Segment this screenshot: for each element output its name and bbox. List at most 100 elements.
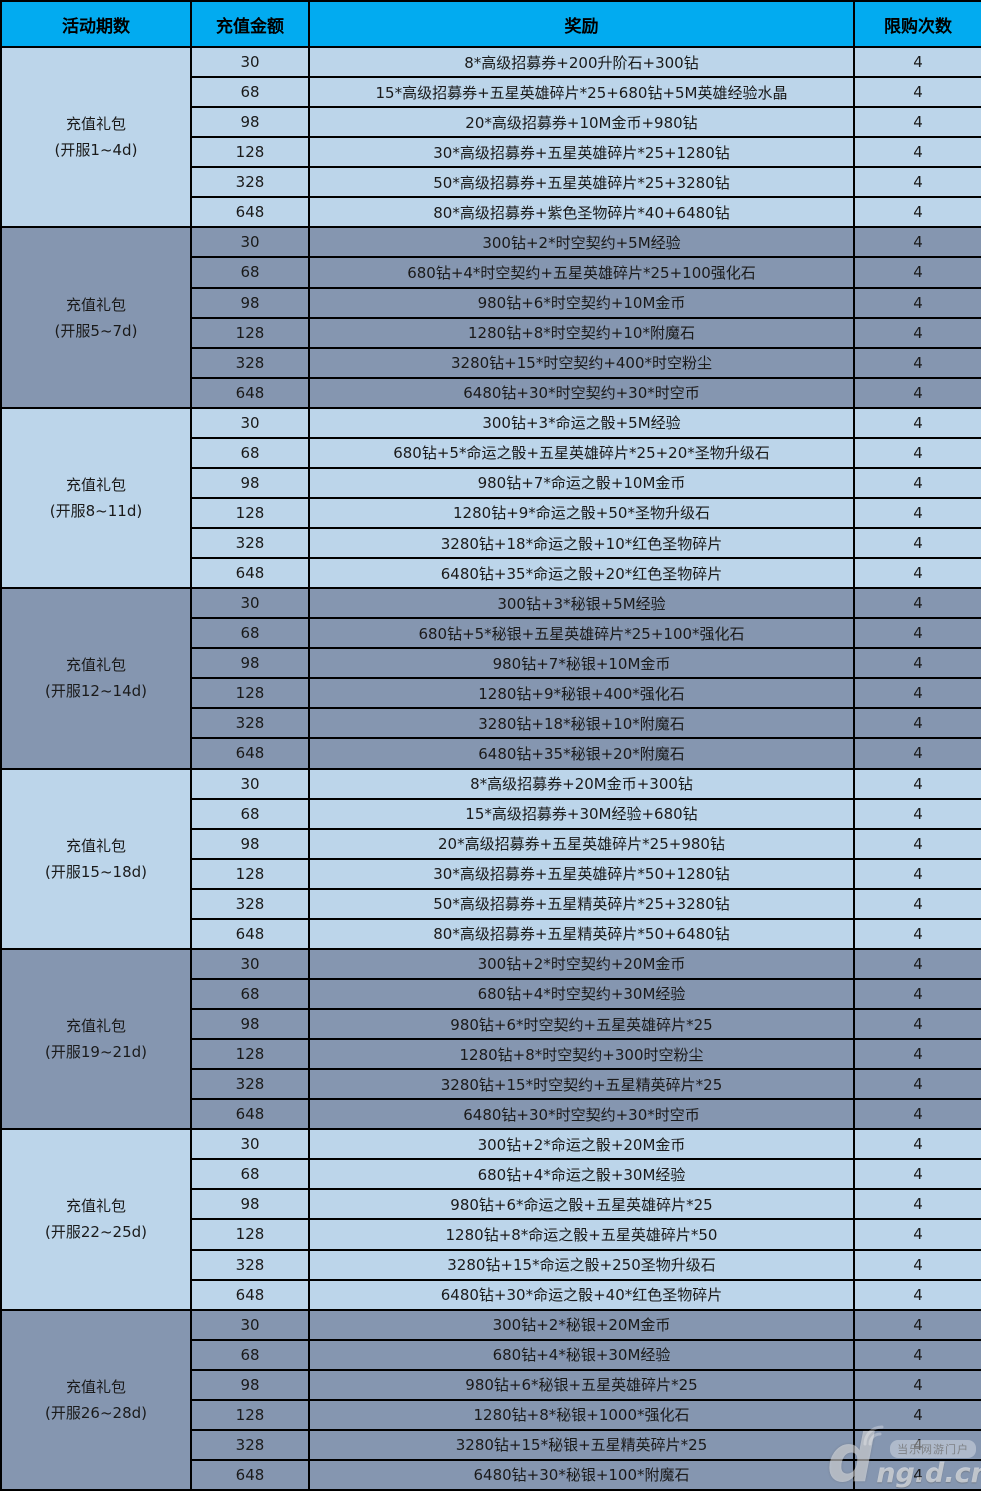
- amount-cell: 328: [190, 887, 310, 920]
- amount-cell: 98: [190, 1007, 310, 1041]
- limit-cell: 4: [853, 1248, 981, 1281]
- period-cell: 充值礼包 (开服19~21d): [0, 947, 192, 1131]
- amount-cell: 30: [190, 587, 310, 620]
- amount-cell: 98: [190, 1188, 310, 1221]
- limit-cell: 4: [853, 316, 981, 349]
- period-title: 充值礼包: [65, 656, 126, 675]
- limit-cell: 4: [853, 166, 981, 199]
- limit-cell: 4: [853, 496, 981, 530]
- table-row: 充值礼包 (开服5~7d) 30 300钻+2*时空契约+5M经验 4: [0, 226, 981, 409]
- table-row: 328 3280钻+15*命运之骰+250圣物升级石 4: [1, 1248, 981, 1281]
- period-cell: 充值礼包 (开服22~25d): [0, 1128, 192, 1311]
- reward-cell: 15*高级招募券+五星英雄碎片*25+680钻+5M英雄经验水晶: [308, 76, 855, 109]
- reward-cell: 680钻+5*命运之骰+五星英雄碎片*25+20*圣物升级石: [308, 436, 855, 469]
- reward-cell: 8*高级招募券+200升阶石+300钻: [308, 45, 855, 79]
- period-title: 充值礼包: [65, 295, 126, 314]
- reward-cell: 980钻+6*命运之骰+五星英雄碎片*25: [308, 1188, 855, 1221]
- amount-cell: 98: [190, 466, 310, 499]
- column-header-amount: 充值金额: [190, 0, 310, 48]
- amount-cell: 30: [190, 1308, 310, 1341]
- limit-cell: 4: [853, 1007, 981, 1041]
- amount-cell: 128: [190, 677, 310, 710]
- amount-cell: 128: [190, 857, 310, 890]
- limit-cell: 4: [853, 376, 981, 409]
- limit-cell: 4: [853, 136, 981, 169]
- reward-cell: 980钻+6*时空契约+五星英雄碎片*25: [308, 1007, 855, 1041]
- table-row: 328 3280钻+15*时空契约+400*时空粉尘 4: [1, 346, 981, 379]
- amount-cell: 328: [190, 346, 310, 379]
- limit-cell: 4: [853, 977, 981, 1011]
- table-row: 328 3280钻+18*秘银+10*附魔石 4: [1, 707, 981, 740]
- amount-cell: 30: [190, 947, 310, 980]
- amount-cell: 98: [190, 647, 310, 680]
- limit-cell: 4: [853, 1428, 981, 1461]
- table-row: 648 6480钻+35*秘银+20*附魔石 4: [1, 737, 981, 770]
- reward-cell: 30*高级招募券+五星英雄碎片*50+1280钻: [308, 857, 855, 890]
- limit-cell: 4: [853, 857, 981, 890]
- amount-cell: 648: [190, 917, 310, 950]
- reward-cell: 300钻+3*命运之骰+5M经验: [308, 406, 855, 439]
- limit-cell: 4: [853, 827, 981, 860]
- amount-cell: 30: [190, 1128, 310, 1161]
- table-row: 98 20*高级招募券+10M金币+980钻 4: [1, 106, 981, 139]
- period-subtitle: (开服22~25d): [45, 1223, 147, 1242]
- amount-cell: 68: [190, 436, 310, 469]
- period-cell: 充值礼包 (开服15~18d): [0, 767, 192, 950]
- amount-cell: 30: [190, 226, 310, 259]
- reward-cell: 20*高级招募券+五星英雄碎片*25+980钻: [308, 827, 855, 860]
- reward-cell: 6480钻+30*时空契约+30*时空币: [308, 376, 855, 409]
- amount-cell: 648: [190, 557, 310, 590]
- table-row: 充值礼包 (开服15~18d) 30 8*高级招募券+20M金币+300钻 4: [0, 767, 981, 950]
- table-row: 充值礼包 (开服12~14d) 30 300钻+3*秘银+5M经验 4: [0, 587, 981, 770]
- table-row: 648 80*高级招募券+紫色圣物碎片*40+6480钻 4: [1, 196, 981, 229]
- reward-cell: 1280钻+8*时空契约+300时空粉尘: [308, 1038, 855, 1071]
- limit-cell: 4: [853, 526, 981, 560]
- reward-cell: 680钻+4*时空契约+五星英雄碎片*25+100强化石: [308, 256, 855, 289]
- period-title: 充值礼包: [65, 1377, 126, 1396]
- reward-cell: 980钻+6*时空契约+10M金币: [308, 286, 855, 319]
- reward-cell: 6480钻+35*秘银+20*附魔石: [308, 737, 855, 770]
- table-row: 充值礼包 (开服1~4d) 30 8*高级招募券+200升阶石+300钻 4: [0, 45, 981, 229]
- table-row: 128 1280钻+8*时空契约+10*附魔石 4: [1, 316, 981, 349]
- amount-cell: 30: [190, 767, 310, 800]
- reward-cell: 1280钻+9*命运之骰+50*圣物升级石: [308, 496, 855, 530]
- reward-cell: 3280钻+15*时空契约+五星精英碎片*25: [308, 1068, 855, 1101]
- limit-cell: 4: [853, 917, 981, 950]
- limit-cell: 4: [853, 406, 981, 439]
- amount-cell: 128: [190, 1218, 310, 1251]
- limit-cell: 4: [853, 707, 981, 740]
- period-title: 充值礼包: [65, 1197, 126, 1216]
- column-header-limit: 限购次数: [853, 0, 981, 48]
- reward-cell: 680钻+4*命运之骰+30M经验: [308, 1158, 855, 1191]
- period-cell: 充值礼包 (开服8~11d): [0, 406, 192, 590]
- amount-cell: 98: [190, 286, 310, 319]
- reward-cell: 680钻+5*秘银+五星英雄碎片*25+100*强化石: [308, 617, 855, 650]
- table-row: 328 3280钻+15*秘银+五星精英碎片*25 4: [1, 1428, 981, 1461]
- table-row: 98 980钻+6*时空契约+五星英雄碎片*25 4: [1, 1007, 981, 1041]
- table-row: 98 980钻+7*秘银+10M金币 4: [1, 647, 981, 680]
- limit-cell: 4: [853, 647, 981, 680]
- table-row: 648 6480钻+35*命运之骰+20*红色圣物碎片 4: [1, 557, 981, 590]
- limit-cell: 4: [853, 76, 981, 109]
- period-title: 充值礼包: [65, 1017, 126, 1036]
- table-row: 68 15*高级招募券+30M经验+680钻 4: [1, 797, 981, 830]
- limit-cell: 4: [853, 797, 981, 830]
- table-row: 648 80*高级招募券+五星精英碎片*50+6480钻 4: [1, 917, 981, 950]
- reward-cell: 80*高级招募券+紫色圣物碎片*40+6480钻: [308, 196, 855, 229]
- limit-cell: 4: [853, 45, 981, 79]
- table-row: 128 1280钻+8*时空契约+300时空粉尘 4: [1, 1038, 981, 1071]
- amount-cell: 648: [190, 1098, 310, 1131]
- reward-cell: 1280钻+8*时空契约+10*附魔石: [308, 316, 855, 349]
- header-row: 活动期数 充值金额 奖励 限购次数: [0, 0, 981, 48]
- period-title: 充值礼包: [65, 115, 126, 134]
- amount-cell: 328: [190, 1068, 310, 1101]
- table-row: 68 680钻+4*秘银+30M经验 4: [1, 1338, 981, 1371]
- amount-cell: 68: [190, 977, 310, 1011]
- reward-cell: 6480钻+30*命运之骰+40*红色圣物碎片: [308, 1278, 855, 1311]
- reward-cell: 300钻+2*命运之骰+20M金币: [308, 1128, 855, 1161]
- table-row: 充值礼包 (开服22~25d) 30 300钻+2*命运之骰+20M金币 4: [0, 1128, 981, 1311]
- table-row: 648 6480钻+30*时空契约+30*时空币 4: [1, 376, 981, 409]
- limit-cell: 4: [853, 1458, 981, 1491]
- amount-cell: 68: [190, 1338, 310, 1371]
